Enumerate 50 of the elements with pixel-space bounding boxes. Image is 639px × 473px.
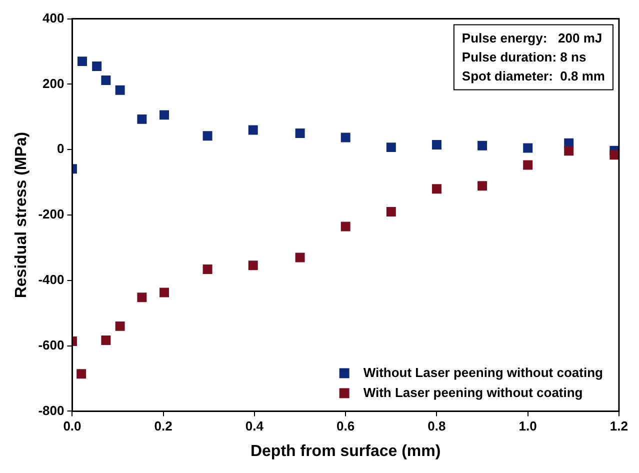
point (248, 125, 258, 135)
point (386, 142, 396, 152)
point (478, 140, 488, 150)
x-tick-label: 0.2 (154, 418, 172, 434)
y-tick-label: 400 (42, 10, 64, 26)
point (160, 288, 169, 298)
y-axis-title: Residual stress (MPa) (13, 132, 30, 298)
point (523, 143, 533, 153)
point (115, 321, 125, 331)
point (101, 336, 111, 345)
x-tick-label: 0.4 (245, 418, 264, 434)
point (478, 181, 488, 191)
point (386, 206, 396, 216)
point (523, 160, 533, 170)
point (101, 76, 111, 86)
x-axis-title: Depth from surface (mm) (250, 442, 441, 460)
point (340, 132, 350, 142)
point (202, 264, 212, 274)
annotation: Pulse energy: 200 mJ (462, 30, 602, 46)
point (137, 114, 147, 124)
annotation: Spot diameter: 0.8 mm (462, 68, 605, 84)
x-tick-label: 1.2 (610, 418, 628, 434)
point (295, 252, 305, 262)
point (610, 150, 619, 160)
annotation: Pulse duration: 8 ns (462, 49, 586, 64)
point (432, 184, 442, 194)
point (137, 292, 147, 302)
point (160, 110, 169, 120)
point (340, 222, 350, 232)
x-tick-label: 0.0 (63, 418, 82, 434)
point (432, 140, 442, 150)
point (248, 260, 258, 270)
point (115, 85, 125, 95)
legend-label: With Laser peening without coating (363, 384, 583, 400)
x-tick-label: 0.8 (428, 418, 446, 434)
point (564, 146, 574, 156)
legend-label: Without Laser peening without coating (363, 364, 604, 380)
point (76, 369, 86, 379)
y-tick-label: -200 (38, 206, 64, 222)
y-tick-label: 0 (56, 141, 64, 156)
point (92, 61, 102, 71)
y-tick-label: -800 (38, 402, 64, 418)
y-tick-label: -600 (38, 337, 64, 352)
point (78, 56, 87, 66)
y-tick-label: -400 (38, 272, 64, 287)
x-tick-label: 1.0 (518, 418, 537, 434)
point (202, 131, 212, 141)
y-tick-label: 200 (42, 76, 64, 91)
x-tick-label: 0.6 (336, 418, 355, 434)
point (295, 128, 305, 138)
